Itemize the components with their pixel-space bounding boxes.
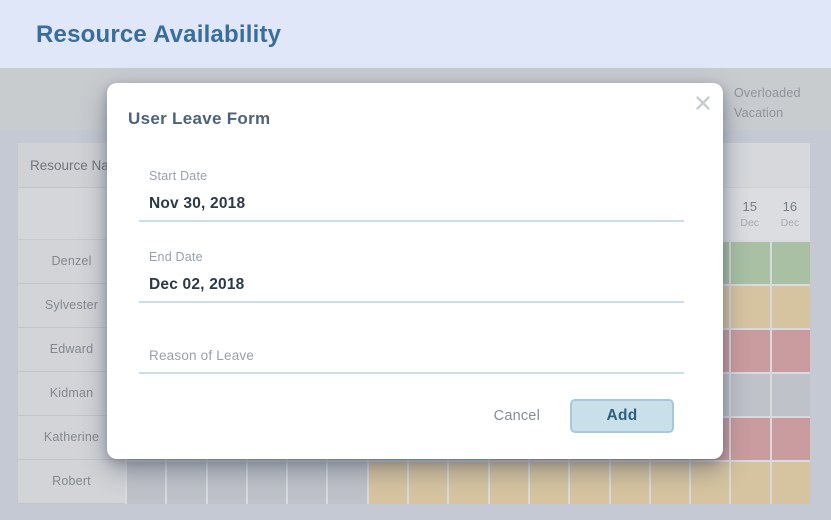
- schedule-cell[interactable]: [731, 418, 770, 460]
- schedule-cell[interactable]: [731, 242, 770, 284]
- schedule-cell[interactable]: [771, 286, 810, 328]
- schedule-cell[interactable]: [489, 462, 528, 504]
- schedule-cell[interactable]: [368, 462, 408, 504]
- close-button[interactable]: [693, 93, 713, 113]
- schedule-cell[interactable]: [771, 242, 810, 284]
- date-header-cell: 15 Dec: [730, 188, 770, 240]
- schedule-cell[interactable]: [771, 374, 810, 416]
- schedule-cell[interactable]: [771, 418, 810, 460]
- date-day-label: 15: [742, 199, 757, 214]
- schedule-cell[interactable]: [731, 462, 770, 504]
- schedule-cell[interactable]: [650, 462, 690, 504]
- schedule-cell[interactable]: [127, 462, 166, 504]
- resource-name-cell[interactable]: Robert: [18, 460, 125, 504]
- legend-item: Overloaded: [734, 86, 801, 100]
- schedule-cell[interactable]: [247, 462, 287, 504]
- modal-actions: Cancel Add: [494, 399, 674, 433]
- end-date-label: End Date: [149, 250, 203, 264]
- schedule-cell[interactable]: [731, 330, 770, 372]
- date-header-cell: 16 Dec: [770, 188, 810, 240]
- schedule-cell[interactable]: [207, 462, 246, 504]
- schedule-cell[interactable]: [570, 462, 609, 504]
- date-month-label: Dec: [740, 217, 760, 229]
- add-button[interactable]: Add: [570, 399, 674, 433]
- reason-of-leave-input[interactable]: [139, 343, 684, 374]
- legend-item: Vacation: [734, 106, 784, 120]
- schedule-cell[interactable]: [771, 330, 810, 372]
- schedule-cell[interactable]: [731, 374, 770, 416]
- start-date-label: Start Date: [149, 169, 208, 183]
- start-date-input[interactable]: [139, 191, 684, 222]
- schedule-cell[interactable]: [288, 462, 327, 504]
- schedule-cell[interactable]: [328, 462, 367, 504]
- close-icon: [696, 96, 710, 110]
- date-month-label: Dec: [780, 217, 800, 229]
- modal-title: User Leave Form: [128, 109, 271, 128]
- schedule-cell[interactable]: [610, 462, 649, 504]
- schedule-cell[interactable]: [409, 462, 448, 504]
- cancel-button[interactable]: Cancel: [493, 408, 540, 424]
- schedule-cell[interactable]: [167, 462, 206, 504]
- schedule-cell[interactable]: [771, 462, 810, 504]
- schedule-cell[interactable]: [731, 286, 770, 328]
- date-day-label: 16: [782, 199, 798, 214]
- schedule-cell[interactable]: [529, 462, 569, 504]
- schedule-cell[interactable]: [691, 462, 730, 504]
- page-title: Resource Availability: [36, 21, 282, 48]
- user-leave-form-modal: User Leave Form Start Date End Date Canc…: [107, 83, 723, 459]
- end-date-input[interactable]: [139, 272, 684, 303]
- app-header: Resource Availability: [0, 0, 831, 68]
- legend: Overloaded Vacation: [734, 83, 801, 123]
- schedule-cell[interactable]: [449, 462, 488, 504]
